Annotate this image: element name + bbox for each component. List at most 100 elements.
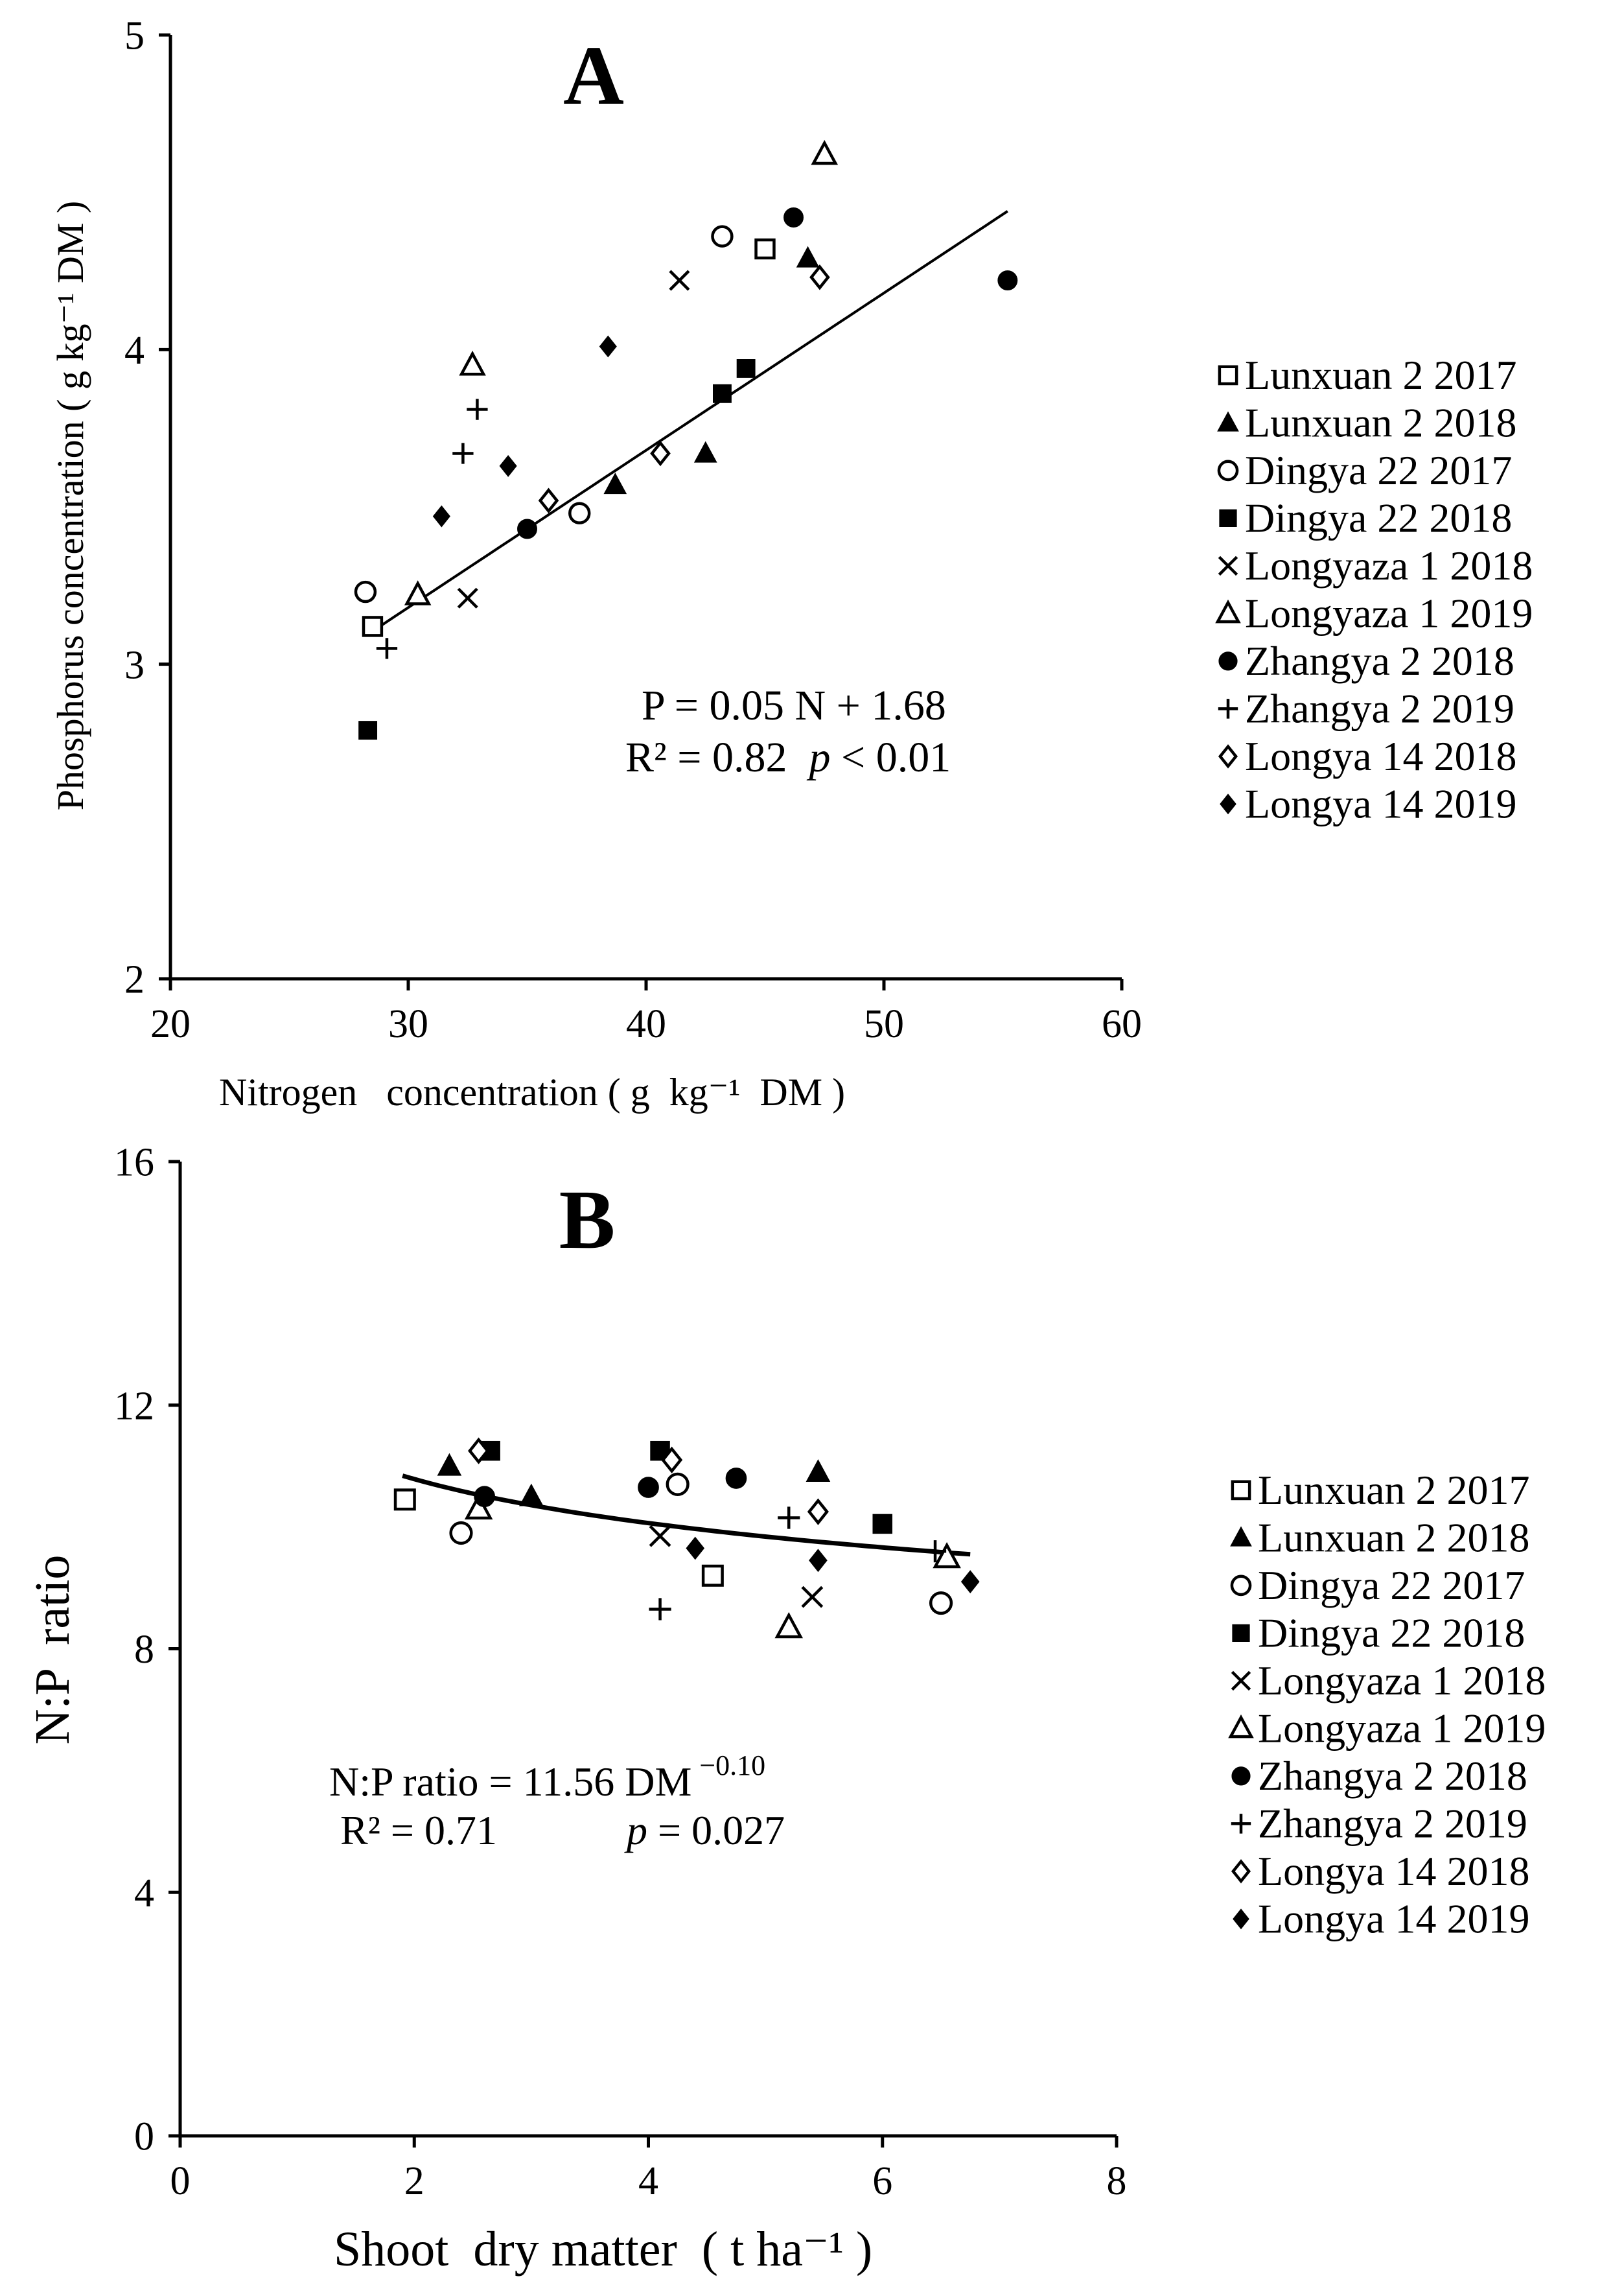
- panel-a-p-value: < 0.01: [831, 734, 951, 781]
- a-legend-marker: [1217, 411, 1239, 432]
- panel-a-y-label: Phosphorus concentration ( g kg⁻¹ DM ): [49, 201, 91, 810]
- b-legend-item-longya-14-2018: Longya 14 2018: [1231, 1848, 1530, 1894]
- b-data-point: [801, 1586, 824, 1608]
- a-x-tick-label: 60: [1102, 1002, 1142, 1046]
- b-data-point: [393, 1488, 416, 1511]
- b-x-tick-label: 4: [638, 2159, 658, 2203]
- a-legend-label: Longyaza 1 2019: [1245, 591, 1533, 637]
- b-data-point: [519, 1483, 544, 1506]
- a-data-point: [783, 207, 804, 228]
- b-legend-item-lunxuan-2-2018: Lunxuan 2 2018: [1230, 1515, 1530, 1561]
- a-series-dingya-22-2017: [354, 225, 734, 603]
- b-series-lunxuan-2-2018: [437, 1453, 831, 1506]
- a-legend-label: Lunxuan 2 2018: [1245, 400, 1517, 446]
- b-data-point: [774, 1611, 804, 1639]
- a-legend-marker: [1217, 460, 1239, 482]
- a-legend-label: Zhangya 2 2019: [1245, 686, 1514, 732]
- a-legend-item-longyaza-1-2019: Longyaza 1 2019: [1215, 591, 1533, 637]
- b-series-lunxuan-2-2017: [393, 1488, 724, 1587]
- panel-a-ticks: 20 30 40 50 60 2 3 4 5: [124, 14, 1142, 1046]
- b-legend-item-longyaza-1-2018: Longyaza 1 2018: [1231, 1657, 1546, 1703]
- a-data-point: [404, 580, 432, 605]
- b-legend-marker: [1228, 1714, 1254, 1739]
- a-data-point: [809, 264, 830, 290]
- panel-a-r2: R² = 0.82: [625, 734, 787, 781]
- a-legend-label: Longyaza 1 2018: [1245, 543, 1533, 589]
- a-legend-marker: [1215, 599, 1241, 624]
- a-legend-item-longya-14-2018: Longya 14 2018: [1218, 733, 1517, 779]
- panel-b-p-symbol: p: [624, 1807, 647, 1853]
- b-data-point: [806, 1459, 831, 1482]
- a-series-zhangya-2-2018: [517, 207, 1018, 539]
- b-x-tick-label: 6: [872, 2159, 892, 2203]
- b-data-point: [778, 1506, 800, 1529]
- a-legend-item-longyaza-1-2018: Longyaza 1 2018: [1218, 543, 1533, 589]
- a-y-tick-label: 2: [124, 958, 145, 1002]
- b-data-point: [468, 1437, 490, 1464]
- b-legend-item-zhangya-2-2018: Zhangya 2 2018: [1231, 1753, 1527, 1799]
- panel-a-label: A: [563, 29, 624, 123]
- b-legend-marker: [1231, 1670, 1251, 1691]
- b-data-point: [464, 1493, 493, 1520]
- a-series-zhangya-2-2019: [376, 399, 488, 659]
- a-data-point: [376, 638, 398, 659]
- b-data-point: [661, 1446, 683, 1473]
- b-legend-marker: [1231, 1814, 1251, 1834]
- b-legend-marker: [1230, 1526, 1252, 1547]
- b-data-point: [474, 1486, 495, 1507]
- a-legend-item-dingya-22-2017: Dingya 22 2017: [1217, 447, 1512, 493]
- a-series-longyaza-1-2018: [457, 270, 690, 609]
- a-legend-marker: [1218, 365, 1238, 386]
- b-data-point: [701, 1564, 724, 1587]
- a-data-point: [517, 519, 537, 539]
- a-legend-item-lunxuan-2-2018: Lunxuan 2 2018: [1217, 400, 1517, 446]
- a-data-point: [467, 399, 488, 420]
- b-legend-item-dingya-22-2018: Dingya 22 2018: [1232, 1610, 1525, 1656]
- a-data-point: [693, 441, 717, 463]
- a-data-point: [669, 270, 690, 291]
- b-legend-marker: [1232, 1624, 1250, 1643]
- a-data-point: [538, 487, 559, 514]
- a-data-point: [599, 335, 617, 358]
- a-legend-marker: [1218, 744, 1238, 769]
- a-legend-label: Longya 14 2018: [1245, 733, 1517, 779]
- a-y-tick-label: 3: [124, 643, 145, 687]
- b-legend-label: Longyaza 1 2019: [1258, 1705, 1546, 1751]
- b-legend-marker: [1231, 1480, 1251, 1501]
- b-legend-item-dingya-22-2017: Dingya 22 2017: [1230, 1562, 1525, 1608]
- b-data-point: [933, 1541, 961, 1569]
- a-legend-item-zhangya-2-2018: Zhangya 2 2018: [1218, 638, 1514, 684]
- a-legend-item-lunxuan-2-2017: Lunxuan 2 2017: [1218, 352, 1517, 398]
- panel-b: 0 2 4 6 8 0 4 8 12 16 B N:P ratio = 11.56 DM −0.10…: [25, 1141, 1546, 2277]
- a-legend-item-zhangya-2-2019: Zhangya 2 2019: [1218, 686, 1514, 732]
- b-data-point: [929, 1591, 953, 1615]
- a-x-tick-label: 30: [388, 1002, 428, 1046]
- a-data-point: [736, 359, 756, 378]
- a-legend-item-longya-14-2019: Longya 14 2019: [1220, 781, 1517, 827]
- b-series-longya-14-2018: [468, 1437, 829, 1525]
- b-data-point: [437, 1453, 462, 1476]
- panel-a-points: [354, 139, 1018, 740]
- panel-b-label: B: [559, 1173, 616, 1267]
- b-legend-marker: [1233, 1908, 1249, 1930]
- a-legend-label: Dingya 22 2018: [1245, 495, 1512, 541]
- b-series-dingya-22-2018: [480, 1440, 893, 1534]
- a-legend-marker: [1218, 651, 1238, 671]
- b-legend-label: Longya 14 2018: [1258, 1848, 1530, 1894]
- b-series-longya-14-2019: [686, 1536, 980, 1594]
- panel-a-x-label: Nitrogen concentration ( g kg⁻¹ DM ): [219, 1071, 845, 1114]
- a-data-point: [603, 473, 627, 495]
- b-x-tick-label: 8: [1107, 2159, 1127, 2203]
- b-series-zhangya-2-2019: [649, 1506, 947, 1621]
- b-data-point: [449, 1521, 473, 1545]
- a-data-point: [811, 139, 839, 165]
- b-data-point: [809, 1549, 828, 1573]
- a-data-point: [713, 384, 732, 403]
- b-data-point: [666, 1472, 690, 1496]
- panel-b-equation: N:P ratio = 11.56 DM: [329, 1759, 691, 1805]
- b-legend-label: Zhangya 2 2018: [1258, 1753, 1527, 1799]
- panel-b-fit: [402, 1473, 971, 1557]
- b-legend-label: Lunxuan 2 2017: [1258, 1467, 1530, 1513]
- b-series-zhangya-2-2018: [474, 1468, 747, 1507]
- a-data-point: [358, 721, 378, 740]
